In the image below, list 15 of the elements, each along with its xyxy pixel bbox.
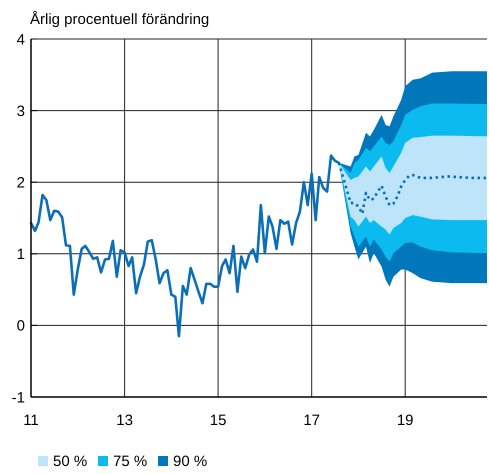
legend-label: 90 % xyxy=(173,453,208,470)
y-tick-label: -1 xyxy=(12,389,25,406)
chart-subtitle: Årlig procentuell förändring xyxy=(30,10,210,28)
legend-label: 75 % xyxy=(113,453,148,470)
legend-label: 50 % xyxy=(53,453,88,470)
x-tick-label: 11 xyxy=(23,412,39,429)
x-tick-label: 17 xyxy=(303,412,320,429)
y-tick-label: 2 xyxy=(16,174,25,192)
x-tick-label: 13 xyxy=(116,412,133,429)
y-tick-label: 3 xyxy=(16,102,25,120)
y-tick-label: 1 xyxy=(16,246,25,264)
y-tick-label: 0 xyxy=(16,318,25,335)
x-tick-label: 15 xyxy=(210,412,226,429)
x-tick-label: 19 xyxy=(396,412,414,429)
y-tick-label: 4 xyxy=(16,31,25,48)
